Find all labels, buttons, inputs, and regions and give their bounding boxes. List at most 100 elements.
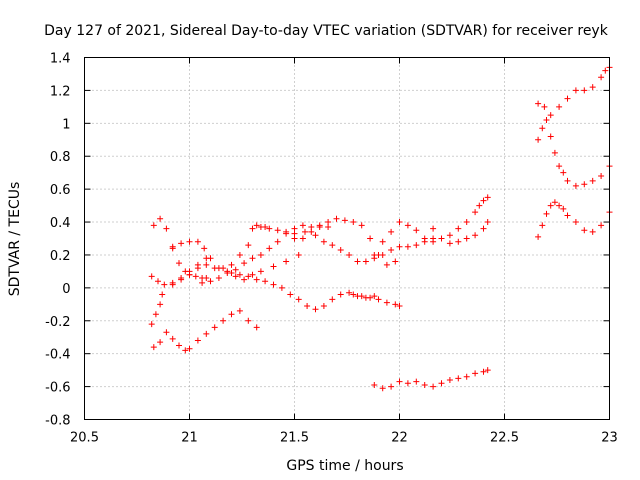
y-tick-label: 1: [62, 117, 70, 132]
data-point: [241, 260, 248, 267]
data-point: [572, 219, 579, 226]
data-point: [480, 368, 487, 375]
data-point: [560, 205, 567, 212]
data-point: [362, 258, 369, 265]
data-point: [203, 261, 210, 268]
data-point: [182, 347, 189, 354]
data-point: [295, 251, 302, 258]
data-point: [278, 284, 285, 291]
data-point: [270, 263, 277, 270]
series-track-7: [199, 222, 332, 286]
data-point: [589, 177, 596, 184]
data-point: [413, 242, 420, 249]
data-point: [194, 238, 201, 245]
series-track-4: [150, 307, 260, 354]
data-point: [388, 383, 395, 390]
x-tick-label: 22.5: [490, 431, 519, 446]
data-point: [253, 324, 260, 331]
data-point: [245, 317, 252, 324]
data-point: [329, 296, 336, 303]
data-point: [547, 112, 554, 119]
data-point: [581, 181, 588, 188]
data-point: [430, 238, 437, 245]
data-point: [274, 238, 281, 245]
data-point: [346, 289, 353, 296]
data-point: [413, 227, 420, 234]
data-point: [404, 243, 411, 250]
data-point: [556, 163, 563, 170]
data-point: [211, 324, 218, 331]
data-point: [379, 251, 386, 258]
data-point: [535, 233, 542, 240]
data-point: [257, 223, 264, 230]
data-point: [266, 245, 273, 252]
data-point: [257, 251, 264, 258]
data-point: [262, 278, 269, 285]
data-point: [312, 232, 319, 239]
data-point: [350, 219, 357, 226]
series-track-1: [150, 215, 210, 281]
data-point: [421, 381, 428, 388]
series-track-14: [371, 367, 491, 392]
data-point: [316, 222, 323, 229]
data-point: [249, 271, 256, 278]
data-point: [346, 251, 353, 258]
data-point: [169, 245, 176, 252]
data-point: [299, 222, 306, 229]
data-point: [388, 228, 395, 235]
x-tick-label: 23: [601, 431, 618, 446]
data-point: [404, 222, 411, 229]
data-point: [367, 235, 374, 242]
data-point: [541, 103, 548, 110]
y-tick-label: 0.2: [50, 249, 71, 264]
y-tick-label: 1.2: [50, 84, 71, 99]
data-point: [148, 273, 155, 280]
data-point: [383, 299, 390, 306]
data-point: [446, 240, 453, 247]
data-point: [266, 225, 273, 232]
data-point: [480, 197, 487, 204]
data-point: [228, 261, 235, 268]
y-tick-label: 0.6: [50, 183, 71, 198]
data-point: [299, 235, 306, 242]
data-point: [245, 273, 252, 280]
data-point: [337, 291, 344, 298]
data-point: [556, 103, 563, 110]
data-point: [241, 276, 248, 283]
data-point: [157, 215, 164, 222]
data-point: [463, 235, 470, 242]
data-point: [463, 373, 470, 380]
x-tick-label: 21: [181, 431, 198, 446]
data-point: [396, 302, 403, 309]
data-point: [257, 268, 264, 275]
data-point: [543, 117, 550, 124]
data-point: [564, 95, 571, 102]
data-point: [379, 238, 386, 245]
data-point: [472, 232, 479, 239]
data-point: [203, 274, 210, 281]
data-point: [484, 219, 491, 226]
y-axis-title: SDTVAR / TECUs: [7, 182, 23, 297]
data-point: [358, 293, 365, 300]
data-point: [203, 330, 210, 337]
data-point: [581, 227, 588, 234]
data-point: [274, 227, 281, 234]
data-point: [396, 378, 403, 385]
data-point: [194, 265, 201, 272]
data-point: [320, 302, 327, 309]
data-point: [207, 255, 214, 262]
data-point: [220, 265, 227, 272]
y-tick-label: -0.2: [45, 315, 70, 330]
data-point: [249, 255, 256, 262]
data-point: [358, 222, 365, 229]
data-point: [283, 258, 290, 265]
data-point: [245, 242, 252, 249]
data-point: [396, 243, 403, 250]
x-tick-label: 20.5: [70, 431, 99, 446]
data-point: [287, 291, 294, 298]
plot-frame: [84, 57, 610, 420]
data-point: [232, 266, 239, 273]
data-point: [236, 251, 243, 258]
data-point: [291, 235, 298, 242]
data-point: [157, 301, 164, 308]
